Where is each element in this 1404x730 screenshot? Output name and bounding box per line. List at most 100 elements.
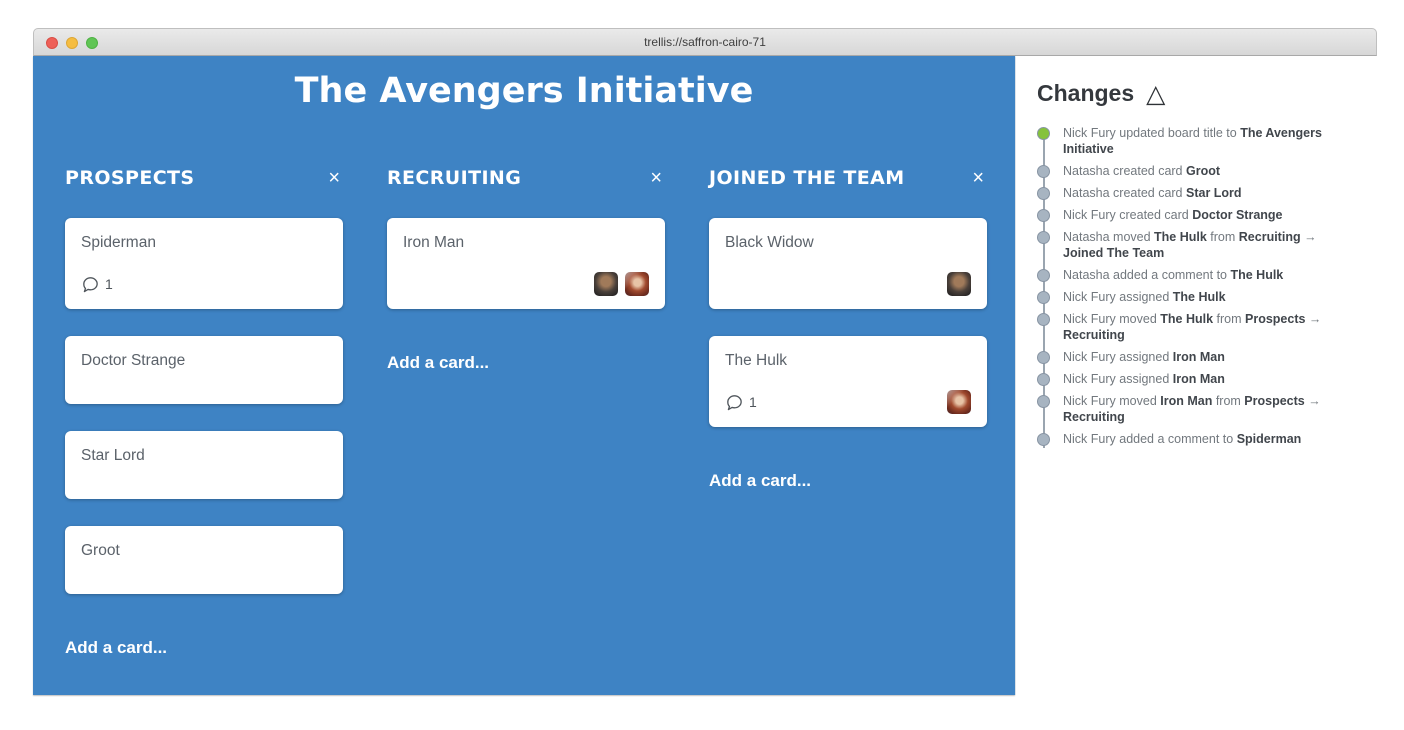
card[interactable]: Iron Man [387, 218, 665, 309]
change-item: Nick Fury assigned The Hulk [1037, 286, 1353, 308]
changes-panel: Changes △ Nick Fury updated board title … [1015, 56, 1377, 695]
column-name[interactable]: JOINED THE TEAM [709, 167, 905, 189]
change-text: Nick Fury moved Iron Man from Prospects … [1063, 394, 1321, 424]
card-meta [403, 272, 649, 296]
card-title: Spiderman [81, 234, 156, 251]
zoom-window-button[interactable] [86, 37, 98, 49]
card-title: Groot [81, 542, 120, 559]
card[interactable]: Groot [65, 526, 343, 594]
change-dot [1037, 127, 1050, 140]
card-meta: 1 [725, 390, 971, 414]
app-window: trellis://saffron-cairo-71 The Avengers … [33, 28, 1377, 695]
card-list: Black Widow The Hulk 1 [709, 218, 987, 427]
add-card-button[interactable]: Add a card... [65, 638, 168, 657]
card[interactable]: Spiderman 1 [65, 218, 343, 309]
board-title[interactable]: The Avengers Initiative [294, 71, 754, 111]
card[interactable]: Black Widow [709, 218, 987, 309]
change-item: Natasha created card Star Lord [1037, 182, 1353, 204]
column-joined-the-team: JOINED THE TEAM × Black Widow The Hulk 1… [709, 166, 987, 658]
comment-count-badge: 1 [725, 393, 757, 412]
changes-feed: Nick Fury updated board title to The Ave… [1037, 122, 1353, 450]
card-meta: 1 [81, 272, 327, 296]
card-title: Iron Man [403, 234, 465, 251]
card[interactable]: Star Lord [65, 431, 343, 499]
change-text: Nick Fury assigned Iron Man [1063, 350, 1225, 364]
column-header: JOINED THE TEAM × [709, 166, 987, 190]
card-avatars [947, 390, 971, 414]
card-title: Black Widow [725, 234, 814, 251]
column-prospects: PROSPECTS × Spiderman 1 Doctor Strange S… [65, 166, 343, 658]
change-text: Nick Fury updated board title to The Ave… [1063, 126, 1322, 156]
change-text: Nick Fury moved The Hulk from Prospects … [1063, 312, 1322, 342]
columns-container: PROSPECTS × Spiderman 1 Doctor Strange S… [33, 166, 1015, 658]
column-name[interactable]: PROSPECTS [65, 167, 195, 189]
window-body: The Avengers Initiative PROSPECTS × Spid… [33, 56, 1377, 695]
timeline-line [1042, 130, 1045, 448]
change-dot [1037, 351, 1050, 364]
card-meta [725, 272, 971, 296]
change-text: Nick Fury assigned Iron Man [1063, 372, 1225, 386]
card-avatars [947, 272, 971, 296]
change-item: Natasha moved The Hulk from Recruiting →… [1037, 226, 1353, 264]
change-text: Nick Fury assigned The Hulk [1063, 290, 1226, 304]
change-item: Nick Fury assigned Iron Man [1037, 368, 1353, 390]
change-dot [1037, 231, 1050, 244]
traffic-lights [46, 37, 98, 49]
changes-header: Changes △ [1037, 78, 1353, 108]
change-dot [1037, 269, 1050, 282]
change-item: Nick Fury moved Iron Man from Prospects … [1037, 390, 1353, 428]
change-item: Natasha created card Groot [1037, 160, 1353, 182]
comment-count: 1 [749, 394, 757, 410]
change-text: Natasha moved The Hulk from Recruiting →… [1063, 230, 1317, 260]
close-window-button[interactable] [46, 37, 58, 49]
column-recruiting: RECRUITING × Iron Man Add a card... [387, 166, 665, 658]
change-text: Nick Fury created card Doctor Strange [1063, 208, 1283, 222]
change-dot [1037, 313, 1050, 326]
change-item: Nick Fury added a comment to Spiderman [1037, 428, 1353, 450]
card-list: Spiderman 1 Doctor Strange Star Lord Gro… [65, 218, 343, 594]
close-column-button[interactable]: × [972, 167, 984, 189]
change-dot [1037, 209, 1050, 222]
comment-count: 1 [105, 276, 113, 292]
window-titlebar[interactable]: trellis://saffron-cairo-71 [33, 28, 1377, 56]
board: The Avengers Initiative PROSPECTS × Spid… [33, 56, 1015, 695]
add-card-button[interactable]: Add a card... [709, 471, 812, 490]
change-dot [1037, 165, 1050, 178]
change-text: Nick Fury added a comment to Spiderman [1063, 432, 1302, 446]
change-item: Nick Fury moved The Hulk from Prospects … [1037, 308, 1353, 346]
card-avatars [594, 272, 649, 296]
column-header: PROSPECTS × [65, 166, 343, 190]
column-header: RECRUITING × [387, 166, 665, 190]
change-item: Natasha added a comment to The Hulk [1037, 264, 1353, 286]
change-text: Natasha created card Groot [1063, 164, 1221, 178]
change-item: Nick Fury created card Doctor Strange [1037, 204, 1353, 226]
minimize-window-button[interactable] [66, 37, 78, 49]
comment-count-badge: 1 [81, 275, 113, 294]
window-title: trellis://saffron-cairo-71 [644, 35, 766, 49]
add-card-button[interactable]: Add a card... [387, 353, 490, 372]
comment-icon [83, 276, 98, 292]
changes-title: Changes [1037, 80, 1135, 106]
card-title: Star Lord [81, 447, 145, 464]
avatar-nick-fury[interactable] [947, 272, 971, 296]
change-dot [1037, 433, 1050, 446]
comment-icon [727, 394, 742, 410]
change-dot [1037, 373, 1050, 386]
avatar-natasha[interactable] [625, 272, 649, 296]
card[interactable]: The Hulk 1 [709, 336, 987, 427]
change-text: Natasha created card Star Lord [1063, 186, 1242, 200]
change-text: Natasha added a comment to The Hulk [1063, 268, 1284, 282]
card-list: Iron Man [387, 218, 665, 309]
card-title: The Hulk [725, 352, 788, 369]
avatar-nick-fury[interactable] [594, 272, 618, 296]
change-dot [1037, 187, 1050, 200]
card-title: Doctor Strange [81, 352, 186, 369]
change-dot [1037, 395, 1050, 408]
close-column-button[interactable]: × [328, 167, 340, 189]
delta-icon: △ [1146, 80, 1166, 108]
avatar-natasha[interactable] [947, 390, 971, 414]
column-name[interactable]: RECRUITING [387, 167, 522, 189]
card[interactable]: Doctor Strange [65, 336, 343, 404]
close-column-button[interactable]: × [650, 167, 662, 189]
change-dot [1037, 291, 1050, 304]
